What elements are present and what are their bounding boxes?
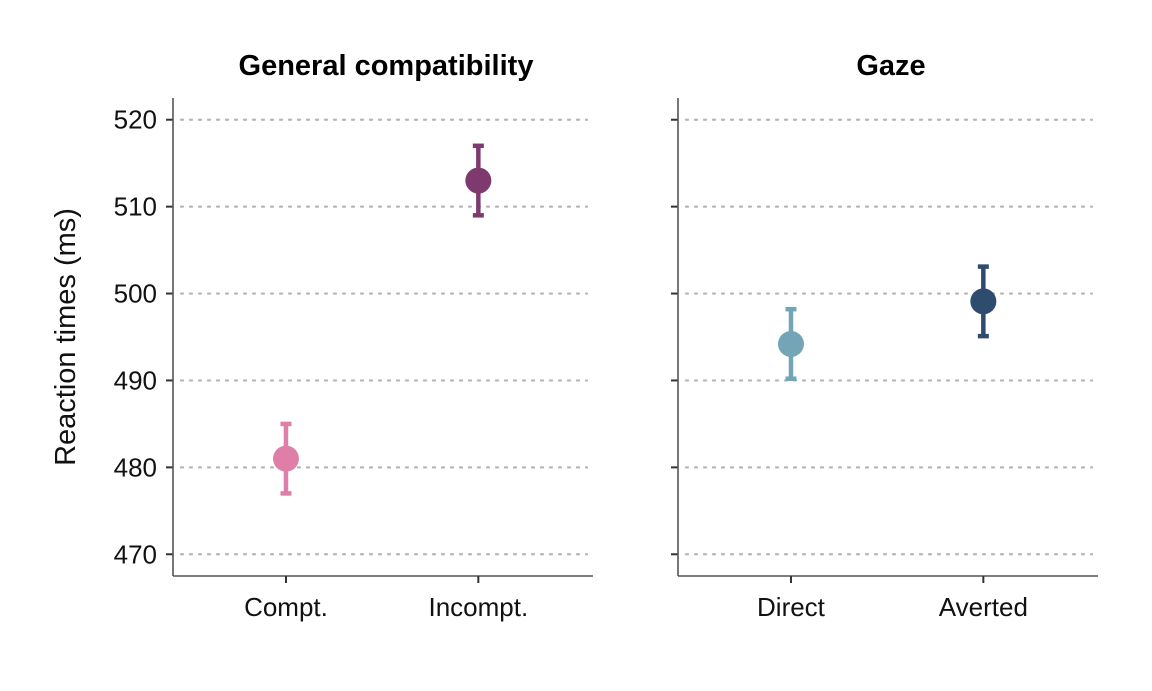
y-tick-label: 470 [114, 539, 157, 569]
panel-1: Gaze Direct Averted [671, 50, 1098, 622]
panel-title: General compatibility [239, 50, 534, 82]
x-tick-label: Direct [757, 592, 826, 622]
data-point [465, 167, 492, 194]
y-tick-label: 510 [114, 192, 157, 222]
x-tick-label: Averted [939, 592, 1028, 622]
x-tick-label: Compt. [244, 592, 328, 622]
data-point [970, 288, 997, 315]
data-point [272, 445, 299, 472]
data-point [777, 330, 804, 357]
y-axis-title: Reaction times (ms) [50, 208, 82, 466]
panel-0: General compatibility 470 480 490 500 510 520 C… [114, 50, 593, 622]
x-tick-label: Incompt. [428, 592, 528, 622]
y-tick-label: 490 [114, 365, 157, 395]
y-tick-label: 500 [114, 279, 157, 309]
panel-title: Gaze [856, 50, 925, 82]
y-tick-label: 520 [114, 105, 157, 135]
panels: General compatibility 470 480 490 500 510 520 C… [114, 50, 1098, 622]
y-tick-label: 480 [114, 452, 157, 482]
